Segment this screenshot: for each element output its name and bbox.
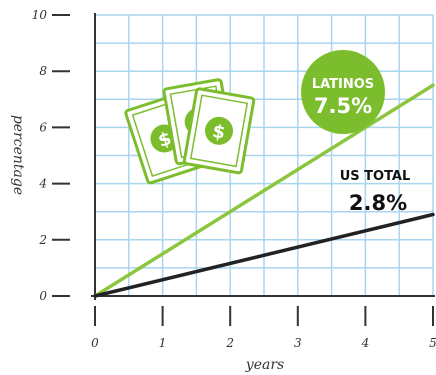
- series-lines: [93, 83, 435, 298]
- y-tick-label: 10: [32, 8, 48, 22]
- y-tick-label: 0: [39, 289, 47, 303]
- us-total-label: US TOTAL 2.8%: [340, 169, 411, 215]
- y-tick-label: 8: [39, 64, 47, 78]
- latinos-badge: LATINOS 7.5%: [301, 50, 385, 134]
- x-tick-label: 3: [294, 336, 302, 350]
- y-tick-label: 2: [38, 233, 47, 247]
- y-tick-label: 4: [38, 177, 47, 191]
- x-axis-title: years: [245, 357, 284, 373]
- x-tick-label: 0: [91, 336, 99, 350]
- x-tick-label: 1: [159, 336, 167, 350]
- us-total-label-value: 2.8%: [349, 191, 407, 215]
- series-line-us-total: [93, 212, 435, 298]
- x-tick-label: 4: [361, 336, 370, 350]
- y-axis-title: percentage: [10, 115, 26, 195]
- svg-text:$: $: [211, 121, 227, 144]
- x-tick-label: 2: [225, 336, 234, 350]
- axis-ticks: 0 2 4 6 8 10 0 1 2 3 4 5: [32, 8, 436, 350]
- latinos-badge-value: 7.5%: [314, 94, 372, 118]
- latinos-badge-name: LATINOS: [312, 77, 374, 92]
- latinos-badge-circle: [301, 50, 385, 134]
- series-line-latinos: [93, 83, 435, 298]
- money-bills-icon: $ $ $: [124, 78, 256, 185]
- us-total-label-name: US TOTAL: [340, 169, 411, 184]
- svg-text:$: $: [156, 128, 174, 152]
- x-tick-label: 5: [429, 336, 436, 350]
- y-tick-label: 6: [39, 120, 47, 134]
